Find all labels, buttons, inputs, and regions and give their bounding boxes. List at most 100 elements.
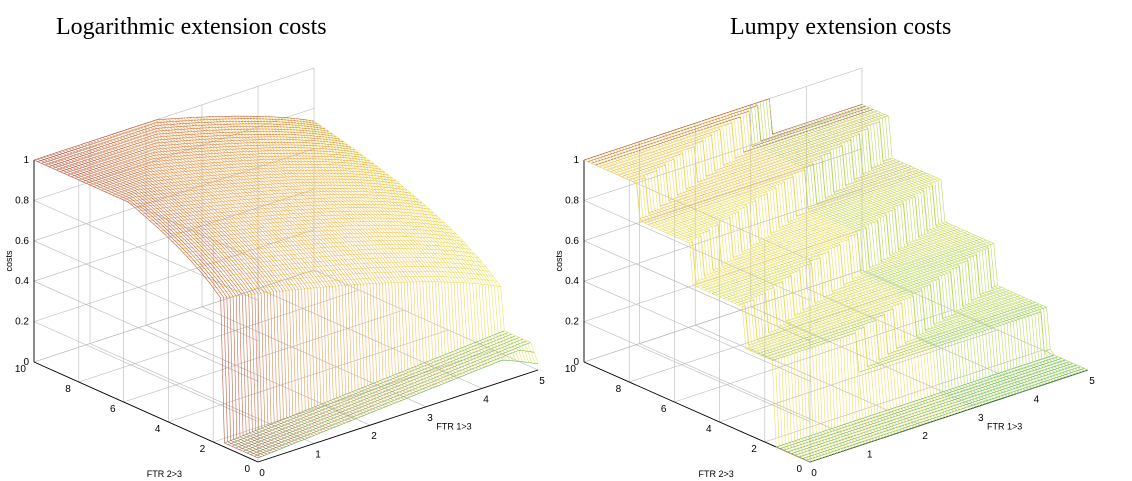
x-axis-label: FTR 1>3 <box>436 422 471 432</box>
mesh-line <box>744 106 971 410</box>
mesh-line <box>254 116 480 370</box>
mesh-line <box>108 135 333 429</box>
y-tick-label: 2 <box>751 444 757 455</box>
mesh-line <box>620 147 848 450</box>
mesh-line <box>86 142 312 438</box>
x-tick-label: 4 <box>483 394 489 405</box>
mesh-line <box>812 120 1039 387</box>
mesh-line <box>821 117 1048 384</box>
mesh-line <box>685 126 913 429</box>
mesh-line <box>267 116 492 365</box>
mesh-line <box>735 109 962 413</box>
mesh-line <box>80 144 305 440</box>
mesh-line <box>852 107 1079 374</box>
mesh-line <box>167 118 392 405</box>
mesh-line <box>679 128 906 431</box>
z-tick-label: 0.6 <box>565 236 579 247</box>
mesh-line <box>71 147 296 444</box>
mesh-line <box>732 110 959 414</box>
gridline <box>719 329 998 423</box>
y-tick-label: 0 <box>244 464 250 475</box>
mesh-line <box>68 148 293 445</box>
mesh-line <box>846 109 1073 376</box>
x-axis-label: FTR 1>3 <box>987 422 1022 432</box>
x-tick-label: 3 <box>978 413 984 424</box>
mesh-line <box>180 117 405 400</box>
mesh-line <box>33 159 259 459</box>
mesh-line <box>645 139 872 442</box>
chart-title: Logarithmic extension costs <box>56 14 327 40</box>
mesh-line <box>830 114 1058 381</box>
mesh-line <box>778 131 1005 398</box>
mesh-line <box>747 105 974 409</box>
mesh-line <box>236 115 461 378</box>
mesh-line <box>824 116 1052 383</box>
mesh-line <box>74 146 299 443</box>
gridline <box>168 329 449 423</box>
gridline <box>145 324 371 426</box>
x-tick-label: 4 <box>1034 394 1040 405</box>
y-axis-label: FTR 2>3 <box>698 469 733 479</box>
mesh-line <box>83 143 308 439</box>
mesh-line <box>270 116 495 364</box>
mesh-line <box>198 116 424 393</box>
mesh-line <box>127 129 352 421</box>
mesh-line <box>288 117 514 361</box>
mesh-line <box>765 99 993 402</box>
mesh-line <box>117 132 343 425</box>
gridline <box>583 148 863 242</box>
mesh-line <box>611 150 838 454</box>
mesh-line <box>285 117 511 361</box>
mesh-line <box>186 117 411 398</box>
mesh-line <box>124 130 349 423</box>
mesh-line <box>226 116 452 381</box>
mesh-line <box>741 107 968 411</box>
mesh-line <box>840 111 1067 378</box>
mesh-line <box>223 116 448 383</box>
mesh-line <box>279 117 504 361</box>
gridline <box>583 240 811 342</box>
gridline <box>123 309 404 403</box>
mesh-line <box>704 119 931 423</box>
mesh-line <box>64 149 290 446</box>
z-tick-label: 0.4 <box>15 276 29 287</box>
mesh-line <box>654 136 882 439</box>
z-tick-label: 1 <box>573 155 579 166</box>
mesh-line <box>796 125 1024 392</box>
chart-panel-logarithmic: Logarithmic extension costs 0 0.2 0.4 0.6 0.… <box>4 14 545 479</box>
mesh-line <box>52 153 277 451</box>
mesh-line <box>784 129 1011 396</box>
mesh-line <box>229 116 455 380</box>
mesh-line <box>161 119 386 408</box>
y-tick-label: 4 <box>706 424 712 435</box>
x-tick-label: 0 <box>811 468 817 479</box>
mesh-line <box>590 157 817 461</box>
mesh-line <box>787 128 1015 395</box>
mesh-line <box>276 116 501 361</box>
mesh-line <box>602 112 881 169</box>
mesh-line <box>586 158 814 462</box>
mesh-line <box>803 123 1030 390</box>
y-tick-label: 10 <box>565 364 577 375</box>
mesh-line <box>214 116 439 386</box>
mesh-line <box>695 122 922 426</box>
mesh-line <box>102 137 327 431</box>
gridline <box>583 229 863 322</box>
gridline <box>583 321 811 422</box>
mesh-line <box>793 126 1021 393</box>
mesh-line <box>192 117 417 395</box>
mesh-line <box>46 155 271 454</box>
mesh-line <box>114 133 340 426</box>
mesh-line <box>636 142 863 445</box>
mesh-line <box>713 116 940 420</box>
gridline <box>639 343 866 444</box>
gridline <box>583 200 811 301</box>
mesh-line <box>130 128 355 420</box>
z-tick-label: 0.2 <box>15 317 29 328</box>
surface-mesh <box>583 98 1089 463</box>
mesh-line <box>242 115 467 375</box>
y-tick-label: 4 <box>155 424 161 435</box>
mesh-line <box>313 120 539 364</box>
mesh-line <box>756 102 984 406</box>
